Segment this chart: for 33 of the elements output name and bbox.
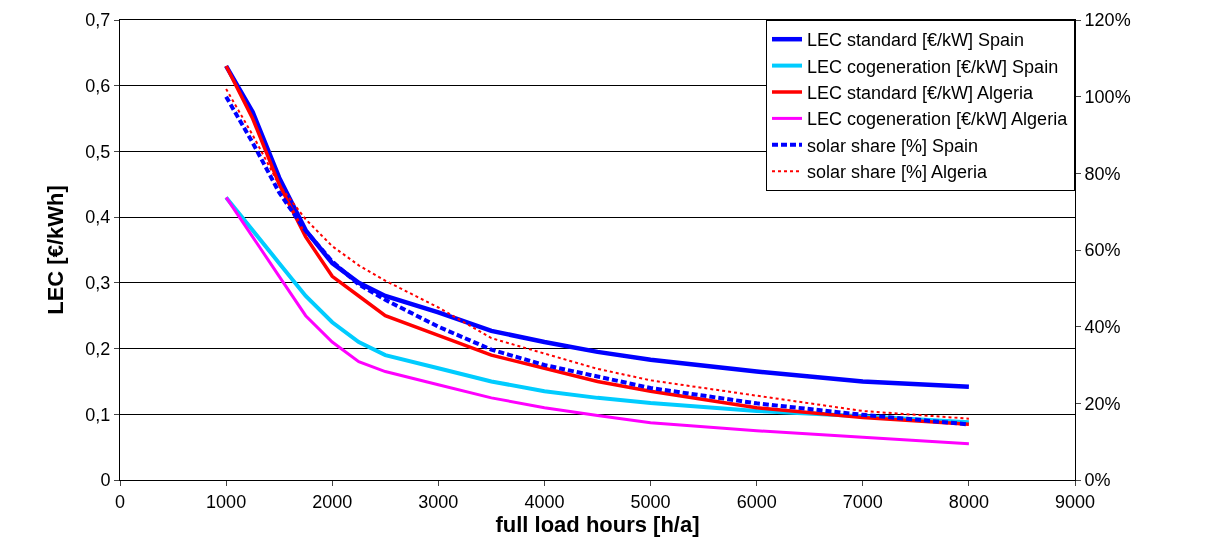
y-tick-label: 0 — [100, 470, 111, 491]
y-tick-label: 0,1 — [85, 404, 111, 425]
y2-tick-label: 80% — [1084, 163, 1121, 184]
x-axis-title: full load hours [h/a] — [495, 511, 700, 537]
x-tick-label: 6000 — [736, 491, 777, 512]
legend-label: LEC cogeneration [€/kW] Algeria — [807, 109, 1069, 130]
legend-label: solar share [%] Algeria — [807, 162, 989, 183]
x-tick-label: 0 — [114, 491, 126, 512]
y2-tick-label: 40% — [1084, 316, 1121, 337]
x-tick-label: 4000 — [524, 491, 565, 512]
y-tick-label: 0,6 — [85, 76, 111, 97]
legend-label: solar share [%] Spain — [807, 135, 979, 156]
y2-tick-label: 120% — [1084, 10, 1131, 31]
y-tick-label: 0,2 — [85, 338, 111, 359]
y-axis-title: LEC [€/kWh] — [43, 185, 69, 315]
y2-tick-label: 20% — [1084, 393, 1121, 414]
x-tick-label: 2000 — [312, 491, 353, 512]
x-tick-label: 1000 — [206, 491, 247, 512]
x-tick-label: 3000 — [418, 491, 459, 512]
y-tick-label: 0,5 — [85, 141, 111, 162]
x-tick-label: 8000 — [948, 491, 989, 512]
x-tick-label: 7000 — [842, 491, 883, 512]
y-tick-label: 0,3 — [85, 273, 111, 294]
x-tick-label: 5000 — [630, 491, 671, 512]
legend-label: LEC standard [€/kW] Spain — [807, 30, 1025, 51]
legend-label: LEC cogeneration [€/kW] Spain — [807, 56, 1059, 77]
x-tick-label: 9000 — [1054, 491, 1096, 512]
y2-tick-label: 0% — [1084, 470, 1111, 491]
y-tick-label: 0,4 — [85, 207, 111, 228]
y2-tick-label: 60% — [1084, 240, 1121, 261]
y-tick-label: 0,7 — [85, 10, 111, 31]
y2-tick-label: 100% — [1084, 86, 1131, 107]
legend-label: LEC standard [€/kW] Algeria — [807, 83, 1035, 104]
